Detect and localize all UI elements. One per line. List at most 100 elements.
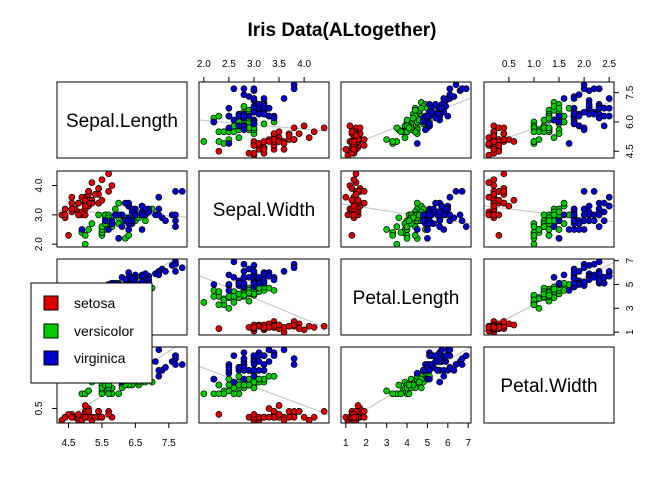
point-setosa — [346, 122, 354, 130]
point-virginica — [436, 223, 444, 230]
point-virginica — [250, 85, 258, 93]
point-setosa — [490, 190, 498, 198]
point-setosa — [490, 145, 498, 153]
point-versicolor — [393, 124, 401, 132]
point-virginica — [452, 81, 460, 89]
point-versicolor — [535, 226, 543, 233]
point-virginica — [172, 223, 179, 230]
tick-label: 4.5 — [625, 144, 636, 158]
point-virginica — [155, 366, 163, 374]
point-virginica — [426, 211, 433, 219]
point-virginica — [138, 272, 146, 280]
point-versicolor — [403, 116, 411, 124]
point-versicolor — [417, 384, 425, 392]
point-setosa — [105, 170, 112, 178]
point-virginica — [595, 85, 603, 93]
point-setosa — [105, 188, 112, 195]
point-versicolor — [245, 297, 253, 305]
point-virginica — [290, 264, 298, 272]
point-virginica — [230, 85, 238, 93]
point-versicolor — [215, 288, 223, 295]
point-setosa — [500, 130, 508, 138]
diagonal-label-sepal-width: Sepal.Width — [213, 200, 315, 221]
panel-frame — [198, 258, 330, 336]
point-setosa — [490, 138, 498, 145]
point-versicolor — [215, 390, 223, 398]
point-versicolor — [545, 232, 553, 239]
point-virginica — [440, 95, 448, 102]
point-virginica — [446, 364, 454, 371]
point-versicolor — [540, 211, 548, 219]
point-setosa — [360, 408, 368, 415]
tick-label: 7 — [465, 438, 471, 449]
point-versicolor — [200, 138, 208, 145]
panel-sepal-width-vs-petal-length — [340, 170, 472, 248]
point-virginica — [426, 366, 433, 374]
point-virginica — [440, 372, 448, 380]
point-versicolor — [260, 120, 268, 128]
point-virginica — [240, 126, 248, 134]
point-virginica — [101, 217, 109, 225]
panel-sepal-length-vs-sepal-width — [198, 81, 330, 159]
point-versicolor — [545, 291, 553, 299]
point-virginica — [590, 217, 598, 225]
tick-label: 2.0 — [197, 59, 211, 70]
point-virginica — [458, 85, 466, 93]
point-setosa — [348, 232, 356, 239]
tick-label: 1 — [625, 329, 636, 335]
point-virginica — [172, 211, 179, 219]
point-versicolor — [550, 285, 558, 293]
point-setosa — [61, 413, 69, 421]
point-virginica — [419, 211, 427, 219]
point-virginica — [250, 268, 258, 275]
point-setosa — [342, 145, 350, 153]
point-setosa — [310, 324, 318, 331]
point-setosa — [105, 410, 112, 418]
point-virginica — [178, 188, 186, 195]
tick-label: 4 — [404, 438, 410, 449]
point-setosa — [98, 176, 106, 184]
point-virginica — [235, 122, 243, 130]
point-virginica — [155, 372, 163, 380]
point-virginica — [426, 120, 433, 128]
point-setosa — [75, 211, 82, 219]
point-virginica — [432, 114, 439, 122]
tick-label: 3.0 — [247, 59, 261, 70]
point-setosa — [320, 124, 328, 132]
point-versicolor — [555, 208, 563, 216]
panel-frame — [340, 258, 472, 336]
point-setosa — [310, 413, 318, 421]
point-versicolor — [389, 232, 397, 239]
panel-frame — [483, 170, 615, 248]
tick-label: 7.5 — [162, 438, 176, 449]
x-axis-bottom-petal-length: 1 2 3 4 5 6 7 — [343, 422, 471, 449]
point-virginica — [580, 126, 588, 134]
point-setosa — [490, 324, 498, 331]
point-virginica — [580, 278, 588, 286]
legend-swatch-setosa — [43, 295, 59, 311]
tick-label: 2 — [363, 438, 369, 449]
diagonal-label-sepal-length: Sepal.Length — [66, 111, 178, 132]
tick-label: 1.5 — [552, 59, 566, 70]
point-virginica — [580, 108, 588, 116]
point-virginica — [580, 188, 588, 195]
point-virginica — [446, 217, 454, 225]
point-virginica — [155, 211, 163, 219]
point-setosa — [98, 196, 106, 204]
y-axis-left-sepal-width: 2.0 3.0 4.0 — [34, 178, 58, 251]
point-versicolor — [403, 234, 411, 242]
point-virginica — [555, 279, 563, 287]
point-virginica — [225, 364, 233, 371]
point-setosa — [290, 124, 298, 132]
point-virginica — [600, 122, 608, 130]
point-virginica — [172, 361, 179, 368]
point-setosa — [348, 196, 356, 204]
point-virginica — [446, 346, 454, 354]
point-versicolor — [411, 106, 419, 114]
panel-frame — [340, 81, 472, 159]
point-virginica — [78, 226, 86, 233]
point-versicolor — [270, 372, 278, 380]
point-setosa — [360, 199, 368, 207]
point-versicolor — [255, 375, 263, 383]
